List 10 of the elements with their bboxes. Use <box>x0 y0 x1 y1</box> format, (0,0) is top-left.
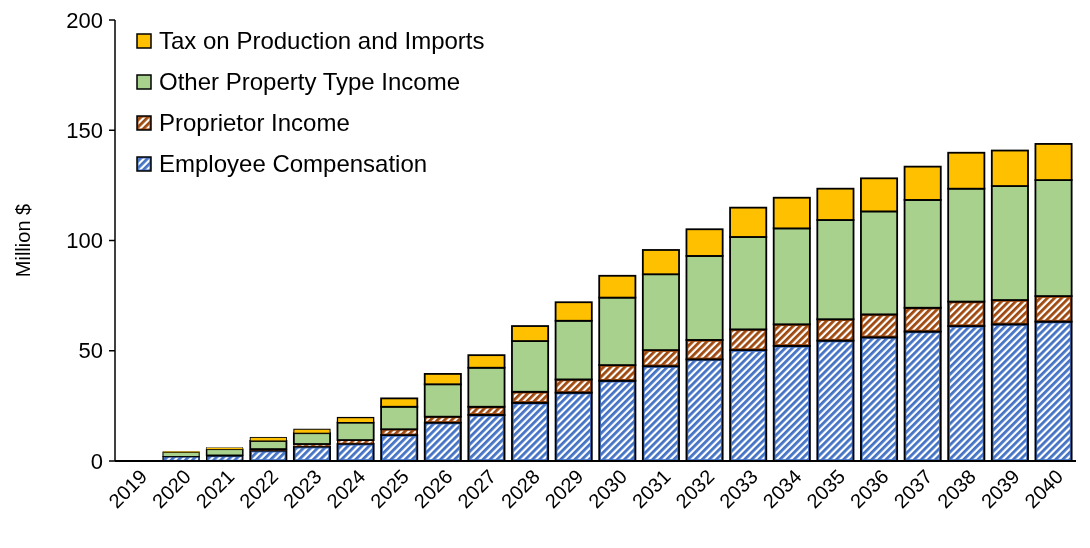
y-axis-title: Million $ <box>12 203 34 278</box>
legend-label: Proprietor Income <box>159 109 350 137</box>
legend-label: Other Property Type Income <box>159 68 461 96</box>
y-tick-label: 200 <box>66 7 103 33</box>
y-tick-label: 0 <box>90 448 103 474</box>
y-tick-label: 100 <box>66 228 103 254</box>
y-tick-label: 150 <box>66 117 103 143</box>
y-tick-label: 50 <box>78 338 103 364</box>
legend-label: Employee Compensation <box>159 150 428 178</box>
legend-label: Tax on Production and Imports <box>159 27 485 55</box>
